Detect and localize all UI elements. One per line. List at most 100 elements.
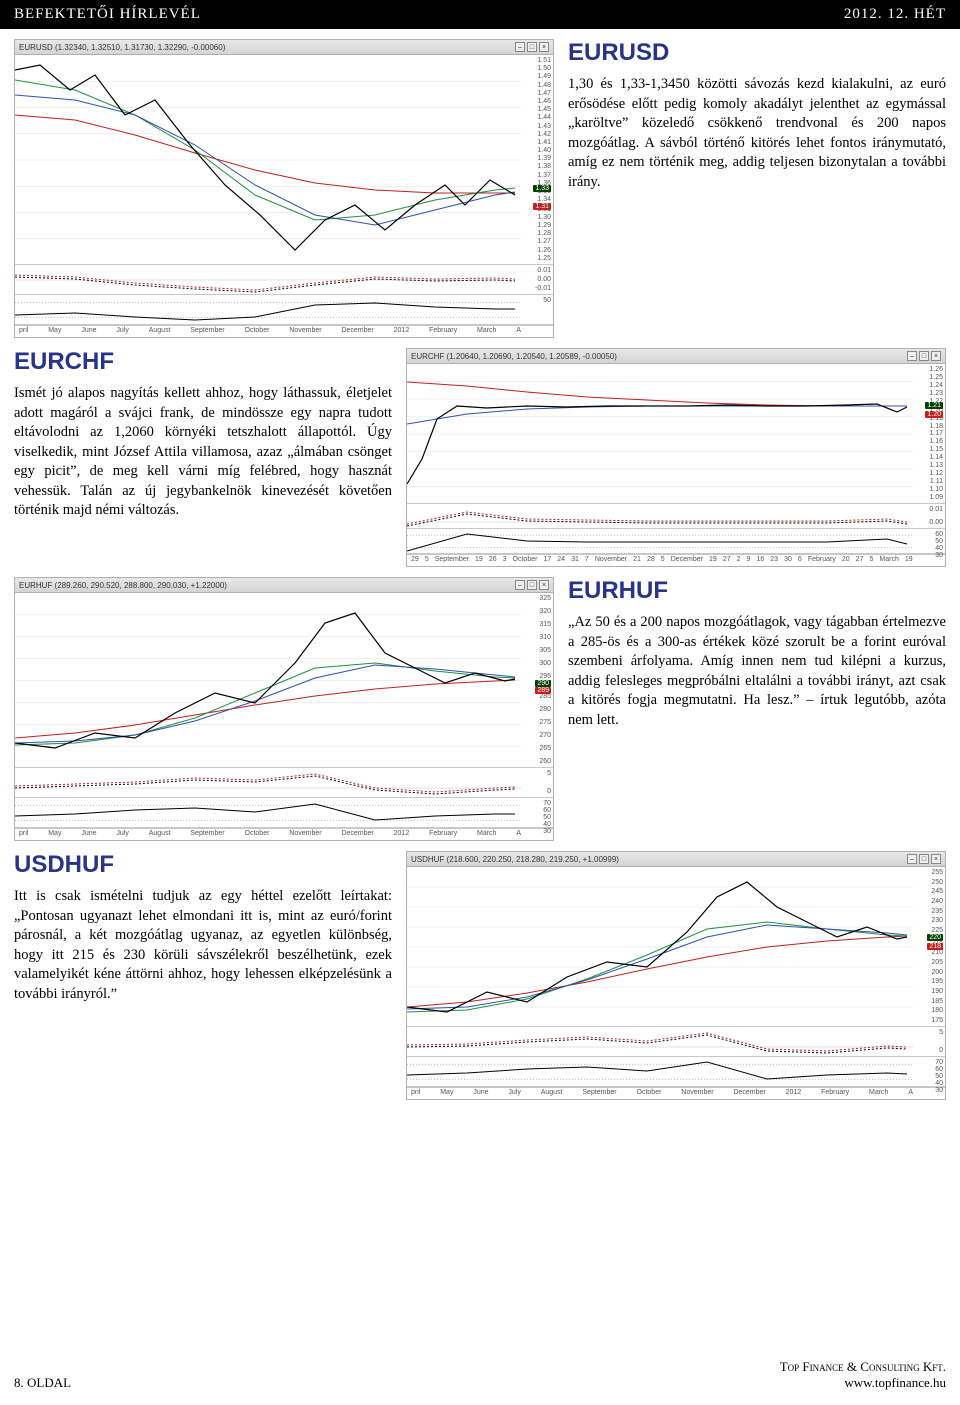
eurchf-chart-col: EURCHF (1.20640, 1.20690, 1.20540, 1.205… [406,348,946,567]
price-panel: 1.511.501.491.481.471.461.451.441.431.42… [15,55,553,265]
ytick: 1.10 [913,486,943,493]
eurhuf-title: EURHUF [568,577,946,605]
xtick: 23 [770,556,778,566]
window-buttons: –□× [907,854,941,864]
xtick: 19 [475,556,483,566]
ytick: 70 [913,1059,943,1066]
price-panel: 2552502452402352302252152102052001951901… [407,867,945,1027]
ytick: 270 [521,732,551,739]
window-button[interactable]: – [515,580,525,590]
xtick: 27 [723,556,731,566]
rsi-yaxis: 7060504030 [913,1057,943,1086]
usdhuf-chart-col: USDHUF (218.600, 220.250, 218.280, 219.2… [406,851,946,1100]
oscillator-panel: 50 [15,768,553,798]
price-marker: 1.31 [533,203,551,210]
window-button[interactable]: × [539,42,549,52]
xtick: 30 [784,556,792,566]
xtick: A [516,830,521,840]
ytick: 0 [521,788,551,795]
oscillator-panel: 0.010.00-0.01 [15,265,553,295]
ytick: 1.28 [521,230,551,237]
window-buttons: –□× [907,351,941,361]
xtick: December [341,327,373,337]
xtick: July [116,830,128,840]
ytick: 1.42 [521,131,551,138]
ytick: 300 [521,660,551,667]
xtick: 2 [737,556,741,566]
window-button[interactable]: □ [919,351,929,361]
ytick: 1.29 [521,222,551,229]
xtick: 5 [661,556,665,566]
chart-titlebar: USDHUF (218.600, 220.250, 218.280, 219.2… [407,852,945,867]
window-button[interactable]: × [931,854,941,864]
footer-company: Top Finance & Consulting Kft. [780,1359,946,1375]
ytick: 1.15 [913,446,943,453]
price-marker: 220 [927,934,943,941]
rsi-panel: 7060504030 [15,798,553,828]
price-marker: 1.33 [533,185,551,192]
ytick: 240 [913,898,943,905]
ytick: 235 [913,908,943,915]
ytick: 245 [913,888,943,895]
footer-page: 8. OLDAL [14,1375,71,1391]
xtick: 5 [869,556,873,566]
xtick: pril [19,327,28,337]
ytick: 1.16 [913,438,943,445]
ytick: 1.38 [521,163,551,170]
xtick: A [516,327,521,337]
xtick: 6 [798,556,802,566]
ytick: 1.13 [913,462,943,469]
footer-url: www.topfinance.hu [780,1375,946,1391]
ytick: 260 [521,758,551,765]
ytick: 70 [521,800,551,807]
ytick: 1.14 [913,454,943,461]
window-button[interactable]: □ [919,854,929,864]
window-button[interactable]: – [907,854,917,864]
eurhuf-text-col: EURHUF „Az 50 és a 200 napos mozgóátlago… [568,577,946,841]
price-panel: 1.261.251.241.231.221.201.191.181.171.16… [407,364,945,504]
ytick: 1.51 [521,57,551,64]
ytick: 40 [521,821,551,828]
ytick: 1.47 [521,90,551,97]
xtick: July [116,327,128,337]
eurchf-text: Ismét jó alapos nagyítás kellett ahhoz, … [14,384,392,521]
price-yaxis: 1.511.501.491.481.471.461.451.441.431.42… [521,55,551,264]
ytick: 1.23 [913,390,943,397]
window-button[interactable]: × [931,351,941,361]
xaxis: prilMayJuneJulyAugustSeptemberOctoberNov… [407,1087,945,1099]
row-eurchf: EURCHF Ismét jó alapos nagyítás kellett … [14,348,946,567]
xtick: August [541,1089,563,1099]
ytick: 200 [913,969,943,976]
ytick: 1.30 [521,214,551,221]
window-button[interactable]: □ [527,580,537,590]
ytick: 0.01 [521,267,551,274]
ytick: 1.46 [521,98,551,105]
price-marker: 1.21 [925,402,943,409]
xtick: pril [19,830,28,840]
xtick: 27 [856,556,864,566]
xtick: August [149,327,171,337]
ytick: 5 [521,770,551,777]
ytick: 1.43 [521,123,551,130]
ytick: 0.01 [913,506,943,513]
ytick: 1.26 [521,247,551,254]
ytick: 1.09 [913,494,943,501]
ytick: 1.17 [913,430,943,437]
price-marker: 218 [927,943,943,950]
chart-title-text: EURCHF (1.20640, 1.20690, 1.20540, 1.205… [411,352,617,361]
ytick: 250 [913,879,943,886]
xtick: 16 [756,556,764,566]
xtick: 29 [411,556,419,566]
ytick: 60 [913,1066,943,1073]
ytick: 1.40 [521,147,551,154]
xtick: February [429,830,457,840]
window-button[interactable]: – [907,351,917,361]
newsletter-title: BEFEKTETŐI HÍRLEVÉL [14,6,201,23]
window-button[interactable]: □ [527,42,537,52]
ytick: 1.18 [913,423,943,430]
window-button[interactable]: – [515,42,525,52]
xtick: February [821,1089,849,1099]
xtick: 3 [503,556,507,566]
xtick: November [681,1089,713,1099]
window-button[interactable]: × [539,580,549,590]
